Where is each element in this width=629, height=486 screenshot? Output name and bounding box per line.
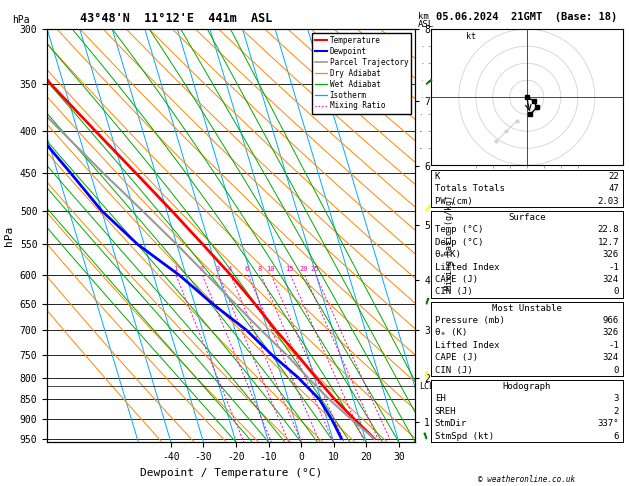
Text: CAPE (J): CAPE (J) bbox=[435, 353, 477, 362]
Text: 15: 15 bbox=[285, 266, 294, 272]
Text: 2.03: 2.03 bbox=[598, 197, 619, 206]
Legend: Temperature, Dewpoint, Parcel Trajectory, Dry Adiabat, Wet Adiabat, Isotherm, Mi: Temperature, Dewpoint, Parcel Trajectory… bbox=[312, 33, 411, 114]
Text: 2: 2 bbox=[199, 266, 203, 272]
Text: hPa: hPa bbox=[13, 15, 30, 25]
Text: θₑ (K): θₑ (K) bbox=[435, 329, 467, 337]
Text: 6: 6 bbox=[245, 266, 249, 272]
Text: CIN (J): CIN (J) bbox=[435, 287, 472, 296]
Text: 326: 326 bbox=[603, 329, 619, 337]
Text: 337°: 337° bbox=[598, 419, 619, 428]
Text: Lifted Index: Lifted Index bbox=[435, 341, 499, 350]
Text: 324: 324 bbox=[603, 275, 619, 284]
Text: Lifted Index: Lifted Index bbox=[435, 262, 499, 272]
Text: StmDir: StmDir bbox=[435, 419, 467, 428]
Text: 0: 0 bbox=[613, 365, 619, 375]
Text: 22: 22 bbox=[608, 172, 619, 181]
Text: 3: 3 bbox=[613, 394, 619, 403]
Text: θₑ(K): θₑ(K) bbox=[435, 250, 462, 259]
Text: PW (cm): PW (cm) bbox=[435, 197, 472, 206]
Text: 12.7: 12.7 bbox=[598, 238, 619, 247]
Text: -1: -1 bbox=[608, 341, 619, 350]
Text: 47: 47 bbox=[608, 184, 619, 193]
Text: 1: 1 bbox=[173, 266, 177, 272]
Text: StmSpd (kt): StmSpd (kt) bbox=[435, 432, 494, 440]
Text: Hodograph: Hodograph bbox=[503, 382, 551, 391]
Text: 22.8: 22.8 bbox=[598, 226, 619, 234]
Text: 4: 4 bbox=[228, 266, 231, 272]
Text: Dewp (°C): Dewp (°C) bbox=[435, 238, 483, 247]
Text: km
ASL: km ASL bbox=[418, 12, 435, 30]
Text: 25: 25 bbox=[310, 266, 319, 272]
Text: Totals Totals: Totals Totals bbox=[435, 184, 504, 193]
Text: 05.06.2024  21GMT  (Base: 18): 05.06.2024 21GMT (Base: 18) bbox=[436, 12, 618, 22]
Text: EH: EH bbox=[435, 394, 445, 403]
Text: 326: 326 bbox=[603, 250, 619, 259]
Text: K: K bbox=[435, 172, 440, 181]
Text: Most Unstable: Most Unstable bbox=[492, 304, 562, 312]
Text: 6: 6 bbox=[613, 432, 619, 440]
Text: 20: 20 bbox=[299, 266, 308, 272]
X-axis label: Dewpoint / Temperature (°C): Dewpoint / Temperature (°C) bbox=[140, 468, 322, 478]
Text: 324: 324 bbox=[603, 353, 619, 362]
Text: 0: 0 bbox=[613, 287, 619, 296]
Text: 8: 8 bbox=[258, 266, 262, 272]
Text: -1: -1 bbox=[608, 262, 619, 272]
Text: Mixing Ratio (g/kg): Mixing Ratio (g/kg) bbox=[445, 195, 454, 291]
Text: 10: 10 bbox=[266, 266, 274, 272]
Text: CIN (J): CIN (J) bbox=[435, 365, 472, 375]
Y-axis label: hPa: hPa bbox=[4, 226, 14, 246]
Text: Temp (°C): Temp (°C) bbox=[435, 226, 483, 234]
Text: LCL: LCL bbox=[419, 382, 434, 391]
Text: Pressure (mb): Pressure (mb) bbox=[435, 316, 504, 325]
Text: CAPE (J): CAPE (J) bbox=[435, 275, 477, 284]
Text: © weatheronline.co.uk: © weatheronline.co.uk bbox=[478, 474, 576, 484]
Text: 966: 966 bbox=[603, 316, 619, 325]
Text: Surface: Surface bbox=[508, 213, 545, 222]
Text: 2: 2 bbox=[613, 407, 619, 416]
Text: 3: 3 bbox=[215, 266, 220, 272]
Text: kt: kt bbox=[465, 33, 476, 41]
Text: SREH: SREH bbox=[435, 407, 456, 416]
Text: 43°48'N  11°12'E  441m  ASL: 43°48'N 11°12'E 441m ASL bbox=[80, 12, 272, 25]
